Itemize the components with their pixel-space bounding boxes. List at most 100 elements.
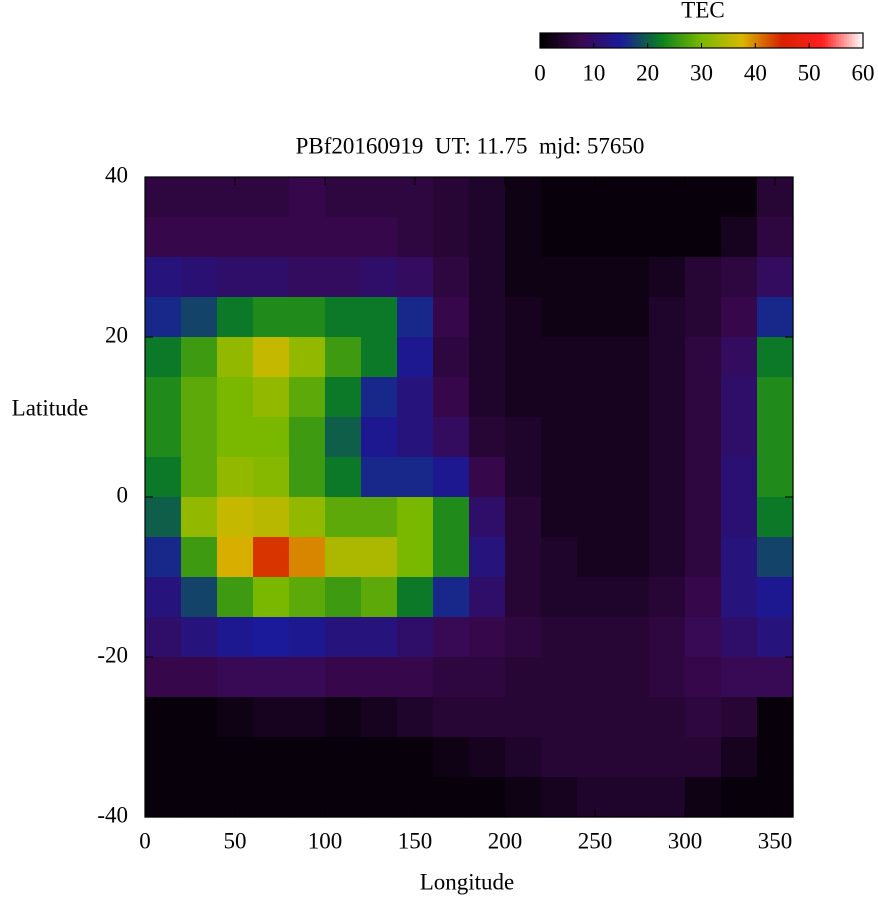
heat-cell <box>685 297 722 338</box>
colorbar-swatch <box>626 33 630 48</box>
heat-cell <box>325 497 362 538</box>
heat-cell <box>541 417 578 458</box>
heat-cell <box>505 177 542 218</box>
heat-cell <box>469 657 506 698</box>
heat-cell <box>505 577 542 618</box>
colorbar-swatch <box>793 33 797 48</box>
heat-cell <box>145 417 182 458</box>
heat-cell <box>145 737 182 778</box>
colorbar-swatch <box>849 33 853 48</box>
heat-cell <box>505 497 542 538</box>
heat-cell <box>577 337 614 378</box>
heat-cell <box>757 337 794 378</box>
heat-cell <box>505 257 542 298</box>
heat-cell <box>181 217 218 258</box>
colorbar-swatch <box>833 33 837 48</box>
heat-cell <box>253 777 290 818</box>
heat-cell <box>325 377 362 418</box>
heat-cell <box>613 457 650 498</box>
heat-cell <box>649 657 686 698</box>
heat-cell <box>253 737 290 778</box>
heat-cell <box>397 737 434 778</box>
heat-cell <box>181 617 218 658</box>
colorbar-swatch <box>819 33 824 48</box>
heat-cell <box>685 577 722 618</box>
heat-cell <box>361 577 398 618</box>
colorbar-swatch <box>634 33 638 48</box>
heat-cell <box>145 617 182 658</box>
colorbar-swatch <box>698 33 702 48</box>
heat-cell <box>433 537 470 578</box>
colorbar-swatch <box>553 33 557 48</box>
colorbar-swatch <box>540 33 544 48</box>
heat-cell <box>685 417 722 458</box>
heat-cell <box>361 657 398 698</box>
heat-cell <box>289 617 326 658</box>
heat-cell <box>469 617 506 658</box>
y-tick-label: -20 <box>97 642 128 667</box>
colorbar-swatch <box>755 33 759 48</box>
colorbar-swatch <box>846 33 851 48</box>
colorbar-swatch <box>561 33 565 48</box>
colorbar-swatch <box>779 33 783 48</box>
colorbar-swatch <box>752 33 756 48</box>
heat-cell <box>253 417 290 458</box>
colorbar-swatch <box>674 33 678 48</box>
heat-cell <box>757 697 794 738</box>
heat-cell <box>757 217 794 258</box>
colorbar-swatch <box>766 33 770 48</box>
heat-cell <box>181 297 218 338</box>
heat-cell <box>757 377 794 418</box>
heat-cell <box>505 457 542 498</box>
heat-cell <box>757 457 794 498</box>
colorbar-swatch <box>636 33 641 48</box>
heat-cell <box>397 417 434 458</box>
heat-cell <box>217 217 254 258</box>
heat-cell <box>469 697 506 738</box>
heat-cell <box>289 497 326 538</box>
heat-cell <box>469 377 506 418</box>
colorbar-swatch <box>838 33 842 48</box>
heat-cell <box>361 377 398 418</box>
chart-title: PBf20160919 UT: 11.75 mjd: 57650 <box>296 133 645 158</box>
colorbar-swatch <box>747 33 751 48</box>
heat-cell <box>577 377 614 418</box>
heat-cell <box>541 617 578 658</box>
colorbar-swatch <box>714 33 719 48</box>
colorbar-tick-label: 20 <box>636 60 659 85</box>
heat-cell <box>325 737 362 778</box>
colorbar-swatch <box>798 33 802 48</box>
heat-cell <box>217 457 254 498</box>
colorbar-swatch <box>623 33 627 48</box>
colorbar-swatch <box>666 33 670 48</box>
heat-cell <box>613 657 650 698</box>
colorbar-swatch <box>577 33 581 48</box>
x-tick-label: 100 <box>308 828 343 853</box>
colorbar-swatch <box>854 33 859 48</box>
heat-cell <box>649 537 686 578</box>
colorbar-swatch <box>728 33 732 48</box>
heat-cell <box>649 177 686 218</box>
colorbar-swatch <box>548 33 552 48</box>
colorbar-swatch <box>787 33 791 48</box>
colorbar-swatch <box>583 33 587 48</box>
heat-cell <box>361 457 398 498</box>
colorbar-tick-label: 60 <box>852 60 875 85</box>
colorbar-swatch <box>736 33 740 48</box>
colorbar-swatch <box>782 33 786 48</box>
colorbar-swatch <box>682 33 686 48</box>
heat-cell <box>577 577 614 618</box>
heat-cell <box>361 777 398 818</box>
heat-cell <box>397 537 434 578</box>
heat-cell <box>577 417 614 458</box>
heat-cell <box>181 537 218 578</box>
heat-cell <box>181 737 218 778</box>
heat-cell <box>181 497 218 538</box>
heat-cell <box>145 457 182 498</box>
heat-cell <box>469 537 506 578</box>
heat-cell <box>721 577 758 618</box>
heat-cell <box>469 577 506 618</box>
x-axis-label: Longitude <box>420 869 515 894</box>
heat-cell <box>649 737 686 778</box>
